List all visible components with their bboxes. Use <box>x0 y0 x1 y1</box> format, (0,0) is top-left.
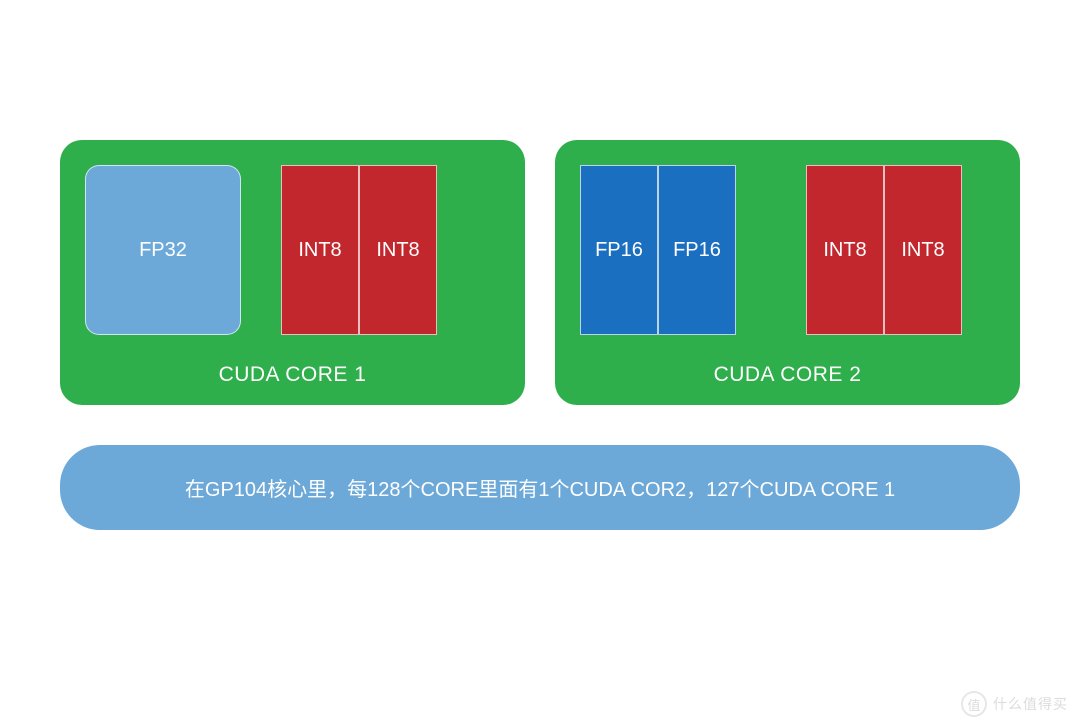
core1-units: FP32 INT8 INT8 <box>85 165 500 335</box>
core2-title: CUDA CORE 2 <box>580 363 995 387</box>
core2-units: FP16 FP16 INT8 INT8 <box>580 165 995 335</box>
spacer <box>736 165 806 335</box>
int8-unit: INT8 <box>884 165 962 335</box>
watermark: 值 什么值得买 <box>961 691 1068 717</box>
fp16-unit: FP16 <box>658 165 736 335</box>
cuda-core-diagram: FP32 INT8 INT8 CUDA CORE 1 FP16 FP16 INT… <box>60 140 1020 530</box>
cuda-core-2: FP16 FP16 INT8 INT8 CUDA CORE 2 <box>555 140 1020 405</box>
watermark-text: 什么值得买 <box>993 694 1068 714</box>
int8-unit: INT8 <box>359 165 437 335</box>
cores-row: FP32 INT8 INT8 CUDA CORE 1 FP16 FP16 INT… <box>60 140 1020 405</box>
fp32-unit: FP32 <box>85 165 241 335</box>
spacer <box>241 165 281 335</box>
caption-box: 在GP104核心里，每128个CORE里面有1个CUDA COR2，127个CU… <box>60 445 1020 530</box>
fp16-unit: FP16 <box>580 165 658 335</box>
watermark-badge-icon: 值 <box>961 691 987 717</box>
int8-unit: INT8 <box>806 165 884 335</box>
int8-unit: INT8 <box>281 165 359 335</box>
core1-title: CUDA CORE 1 <box>85 363 500 387</box>
cuda-core-1: FP32 INT8 INT8 CUDA CORE 1 <box>60 140 525 405</box>
